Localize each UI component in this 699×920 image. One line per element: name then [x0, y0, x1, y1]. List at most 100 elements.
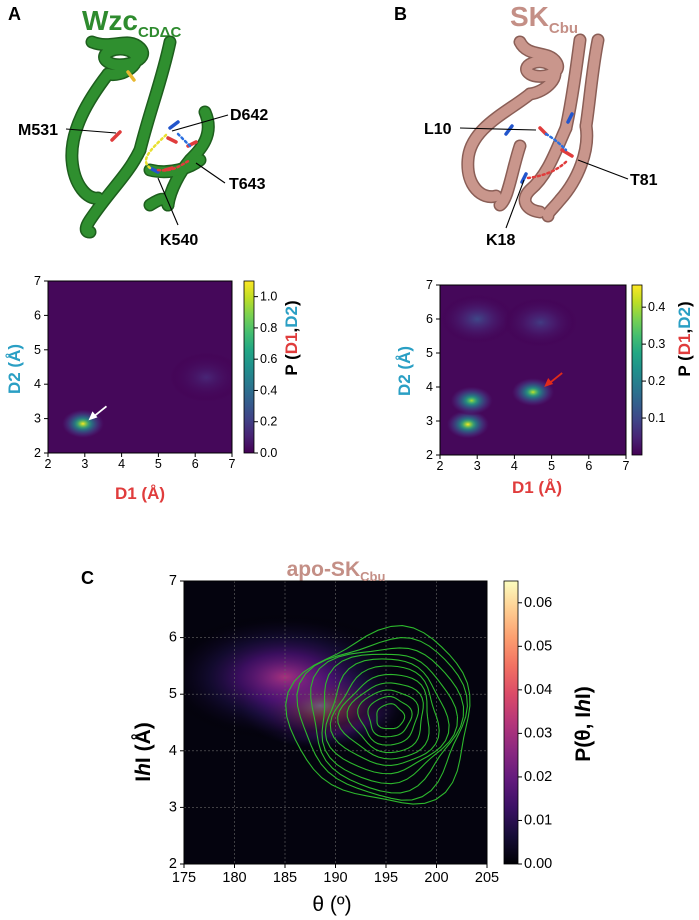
colorbar [243, 280, 255, 454]
contour-line [357, 689, 420, 746]
x-tick-label: 4 [511, 459, 518, 473]
x-tick-label: 4 [118, 457, 125, 471]
x-tick-label: 7 [229, 457, 236, 471]
density-peak [449, 385, 495, 416]
x-tick-label: 175 [172, 870, 196, 886]
chart-c-title: apo-SKCbu [287, 558, 386, 584]
x-tick-label: 185 [273, 870, 297, 886]
x-tick-label: 7 [623, 459, 630, 473]
annotation-arrowhead [544, 378, 554, 387]
structure-a-title: WzcCDΔC [82, 5, 181, 41]
x-tick-label: 3 [474, 459, 481, 473]
chart-a-xlabel: D1 (Å) [115, 484, 165, 503]
plot-frame [439, 284, 627, 456]
heatmap-wzc: 2 3 4 5 6 7 2 3 4 5 6 7 0.0 0.2 0.4 0.6 0.8 1.0 [34, 274, 277, 471]
y-tick-label: 4 [426, 380, 433, 394]
density-peak [445, 409, 491, 440]
structure-a-leaders [65, 114, 229, 226]
contour-line [310, 647, 465, 794]
colorbar-tick-label: 0.4 [648, 300, 665, 314]
colorbar-tick-label: 0.01 [524, 812, 552, 828]
structure-b-title: SKCbu [510, 1, 578, 37]
residue-label-k540: K540 [160, 232, 198, 249]
chart-c-ylabel: IhI (Å) [131, 722, 155, 782]
x-tick-label: 5 [155, 457, 162, 471]
heatmap-sk: 2 3 4 5 6 7 2 3 4 5 6 7 0.1 0.2 0.3 0.4 [426, 278, 665, 473]
y-tick-label: 4 [169, 743, 177, 759]
chart-c-xlabel: θ (º) [312, 893, 351, 916]
structure-b-ribbon [461, 33, 605, 223]
colorbar-tick-label: 0.6 [260, 352, 277, 366]
x-tick-label: 2 [45, 457, 52, 471]
residue-label-k18: K18 [486, 232, 515, 249]
contour-line [324, 658, 450, 775]
chart-b-ylabel: D2 (Å) [395, 346, 414, 396]
x-tick-label: 200 [424, 870, 448, 886]
structure-a-ribbon [65, 35, 215, 239]
contour-line [285, 625, 471, 805]
y-tick-label: 5 [426, 346, 433, 360]
y-tick-label: 6 [34, 308, 41, 322]
y-tick-label: 3 [34, 412, 41, 426]
colorbar-tick-label: 0.8 [260, 321, 277, 335]
chart-b-cbar-label: P (D1,D2) [675, 301, 694, 376]
x-tick-label: 5 [548, 459, 555, 473]
residue-label-d642: D642 [230, 107, 268, 124]
colorbar [503, 580, 519, 865]
colorbar-tick-label: 0.00 [524, 856, 552, 872]
y-tick-label: 7 [169, 573, 177, 589]
y-tick-label: 5 [169, 686, 177, 702]
chart-a-cbar-label: P (D1,D2) [282, 300, 301, 375]
y-tick-label: 7 [34, 274, 41, 288]
colorbar-tick-label: 0.2 [648, 374, 665, 388]
colorbar-tick-label: 0.4 [260, 383, 277, 397]
contour-line [321, 653, 459, 785]
colorbar [631, 284, 643, 456]
x-tick-label: 6 [192, 457, 199, 471]
colorbar-tick-label: 0.03 [524, 725, 552, 741]
y-tick-label: 2 [426, 448, 433, 462]
colorbar-tick-label: 0.3 [648, 337, 665, 351]
colorbar-tick-label: 0.0 [260, 446, 277, 460]
density-peak [510, 377, 556, 408]
colorbar-tick-label: 1.0 [260, 290, 277, 304]
x-tick-label: 3 [81, 457, 88, 471]
heatmap-apo-sk: 175 180 185 190 195 200 205 2 3 4 5 6 7 0.00 0.01 0.02 0… [169, 573, 552, 886]
density-peak [169, 352, 232, 403]
y-tick-label: 2 [169, 856, 177, 872]
residue-label-l10: L10 [424, 121, 452, 138]
colorbar-tick-label: 0.2 [260, 415, 277, 429]
chart-b-xlabel: D1 (Å) [512, 478, 562, 497]
contour-line [346, 682, 424, 754]
x-tick-label: 205 [475, 870, 499, 886]
contour-line [329, 665, 440, 766]
x-tick-label: 195 [374, 870, 398, 886]
x-tick-label: 2 [437, 459, 444, 473]
panel-letter-b: B [394, 4, 407, 24]
chart-c-cbar-label: P(θ, IhI) [572, 686, 595, 762]
y-tick-label: 5 [34, 343, 41, 357]
panel-letter-c: C [81, 568, 94, 588]
x-tick-label: 190 [323, 870, 347, 886]
density-layer [440, 294, 578, 440]
contour-line [367, 696, 413, 738]
y-tick-label: 3 [426, 414, 433, 428]
colorbar-tick-label: 0.04 [524, 682, 552, 698]
y-tick-label: 6 [169, 630, 177, 646]
contour-line [376, 703, 406, 730]
residue-label-m531: M531 [18, 122, 58, 139]
y-tick-label: 6 [426, 312, 433, 326]
annotation-arrowhead [88, 411, 98, 421]
y-tick-label: 4 [34, 377, 41, 391]
residue-label-t643: T643 [229, 176, 266, 193]
colorbar-tick-label: 0.05 [524, 638, 552, 654]
plot-frame [47, 280, 233, 454]
y-tick-label: 2 [34, 446, 41, 460]
colorbar-tick-label: 0.02 [524, 769, 552, 785]
y-tick-label: 3 [169, 799, 177, 815]
chart-a-ylabel: D2 (Å) [5, 344, 24, 394]
density-peak [503, 297, 578, 347]
colorbar-tick-label: 0.06 [524, 595, 552, 611]
contour-line [296, 637, 468, 801]
